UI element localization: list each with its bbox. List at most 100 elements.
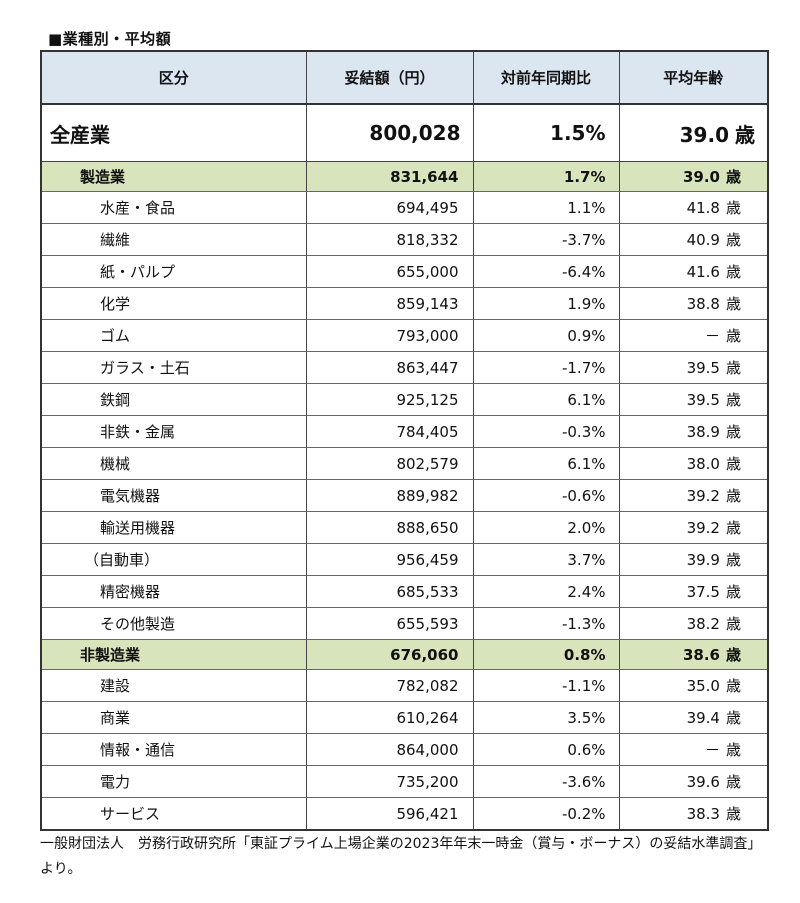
yoy-cell: 6.1% <box>472 447 620 480</box>
column-header-category: 区分 <box>40 50 307 105</box>
industry-label: 電力 <box>40 765 307 798</box>
industry-label: サービス <box>40 797 307 831</box>
yoy-cell: -0.3% <box>472 415 620 448</box>
amount-cell: 802,579 <box>305 447 474 480</box>
amount-cell: 818,332 <box>305 223 474 256</box>
industry-label: 情報・通信 <box>40 733 307 766</box>
age-cell: 38.2 歳 <box>618 607 769 640</box>
yoy-cell: -1.7% <box>472 351 620 384</box>
table-row: 鉄鋼 925,125 6.1% 39.5 歳 <box>40 383 769 416</box>
total-label: 全産業 <box>40 103 307 162</box>
section-heading: ■業種別・平均額 <box>48 30 172 48</box>
age-value: 35.0 <box>686 677 720 695</box>
age-value: 38.3 <box>686 805 720 823</box>
yoy-cell: -0.6% <box>472 479 620 512</box>
table-row: ガラス・土石 863,447 -1.7% 39.5 歳 <box>40 351 769 384</box>
total-yoy: 1.5% <box>472 103 620 162</box>
industry-label: ゴム <box>40 319 307 352</box>
age-value: 39.4 <box>686 709 720 727</box>
age-cell: 39.6 歳 <box>618 765 769 798</box>
source-footnote: 一般財団法人 労務行政研究所「東証プライム上場企業の2023年年末一時金（賞与・… <box>40 836 762 877</box>
table-row: 繊維 818,332 -3.7% 40.9 歳 <box>40 223 769 256</box>
table-row: サービス 596,421 -0.2% 38.3 歳 <box>40 797 769 831</box>
total-row: 全産業 800,028 1.5% 39.0 歳 <box>40 103 769 162</box>
amount-cell: 888,650 <box>305 511 474 544</box>
age-cell: 39.4 歳 <box>618 701 769 734</box>
age-unit: 歳 <box>725 677 741 695</box>
age-value: 40.9 <box>686 231 720 249</box>
table-row: 建設 782,082 -1.1% 35.0 歳 <box>40 669 769 702</box>
age-unit: 歳 <box>725 231 741 249</box>
amount-cell: 784,405 <box>305 415 474 448</box>
age-value: 39.5 <box>686 391 720 409</box>
yoy-cell: 3.7% <box>472 543 620 576</box>
table-row: 電気機器 889,982 -0.6% 39.2 歳 <box>40 479 769 512</box>
age-unit: 歳 <box>725 709 741 727</box>
yoy-cell: -3.6% <box>472 765 620 798</box>
column-header-yoy: 対前年同期比 <box>472 50 620 105</box>
age-unit: 歳 <box>725 327 741 345</box>
age-unit: 歳 <box>725 741 741 759</box>
age-value: 39.0 <box>682 168 720 186</box>
age-cell: 39.2 歳 <box>618 511 769 544</box>
age-unit: 歳 <box>725 263 741 281</box>
age-unit: 歳 <box>725 199 741 217</box>
table-row: 非鉄・金属 784,405 -0.3% 38.9 歳 <box>40 415 769 448</box>
group-label: 非製造業 <box>40 639 307 670</box>
age-cell: 41.8 歳 <box>618 191 769 224</box>
column-header-age: 平均年齢 <box>618 50 769 105</box>
group-label: 製造業 <box>40 161 307 192</box>
industry-label: （自動車） <box>40 543 307 576</box>
yoy-cell: 0.6% <box>472 733 620 766</box>
total-age-value: 39.0 <box>679 122 729 147</box>
age-unit: 歳 <box>725 583 741 601</box>
age-value: 39.2 <box>686 519 720 537</box>
yoy-cell: 6.1% <box>472 383 620 416</box>
industry-label: 繊維 <box>40 223 307 256</box>
industry-label: 非鉄・金属 <box>40 415 307 448</box>
age-unit: 歳 <box>725 423 741 441</box>
age-unit: 歳 <box>725 773 741 791</box>
age-cell: 39.2 歳 <box>618 479 769 512</box>
amount-cell: 793,000 <box>305 319 474 352</box>
table-row: 電力 735,200 -3.6% 39.6 歳 <box>40 765 769 798</box>
group-row: 非製造業 676,060 0.8% 38.6 歳 <box>40 639 769 670</box>
age-cell: 38.3 歳 <box>618 797 769 831</box>
total-age: 39.0 歳 <box>618 103 769 162</box>
age-cell: 38.6 歳 <box>618 639 769 670</box>
amount-cell: 685,533 <box>305 575 474 608</box>
age-unit: 歳 <box>725 487 741 505</box>
age-cell: 37.5 歳 <box>618 575 769 608</box>
age-cell: 41.6 歳 <box>618 255 769 288</box>
age-unit: 歳 <box>725 295 741 313</box>
amount-cell: 610,264 <box>305 701 474 734</box>
table-row: 化学 859,143 1.9% 38.8 歳 <box>40 287 769 320</box>
industry-label: 紙・パルプ <box>40 255 307 288</box>
yoy-cell: 3.5% <box>472 701 620 734</box>
age-value: 38.9 <box>686 423 720 441</box>
yoy-cell: 1.1% <box>472 191 620 224</box>
table-row: ゴム 793,000 0.9% －歳 <box>40 319 769 352</box>
amount-cell: 956,459 <box>305 543 474 576</box>
industry-label: 鉄鋼 <box>40 383 307 416</box>
table-row: 機械 802,579 6.1% 38.0 歳 <box>40 447 769 480</box>
yoy-cell: -3.7% <box>472 223 620 256</box>
table-row: 水産・食品 694,495 1.1% 41.8 歳 <box>40 191 769 224</box>
age-value: 38.8 <box>686 295 720 313</box>
age-value: － <box>704 741 720 759</box>
amount-cell: 596,421 <box>305 797 474 831</box>
age-cell: 39.9 歳 <box>618 543 769 576</box>
table-row: （自動車） 956,459 3.7% 39.9 歳 <box>40 543 769 576</box>
age-cell: 39.5 歳 <box>618 351 769 384</box>
age-unit: 歳 <box>725 455 741 473</box>
table-row: 精密機器 685,533 2.4% 37.5 歳 <box>40 575 769 608</box>
table-row: 輸送用機器 888,650 2.0% 39.2 歳 <box>40 511 769 544</box>
amount-cell: 889,982 <box>305 479 474 512</box>
age-value: 38.0 <box>686 455 720 473</box>
age-unit: 歳 <box>725 615 741 633</box>
age-cell: 38.9 歳 <box>618 415 769 448</box>
amount-cell: 694,495 <box>305 191 474 224</box>
age-cell: 39.0 歳 <box>618 161 769 192</box>
industry-label: 精密機器 <box>40 575 307 608</box>
age-unit: 歳 <box>735 122 755 147</box>
